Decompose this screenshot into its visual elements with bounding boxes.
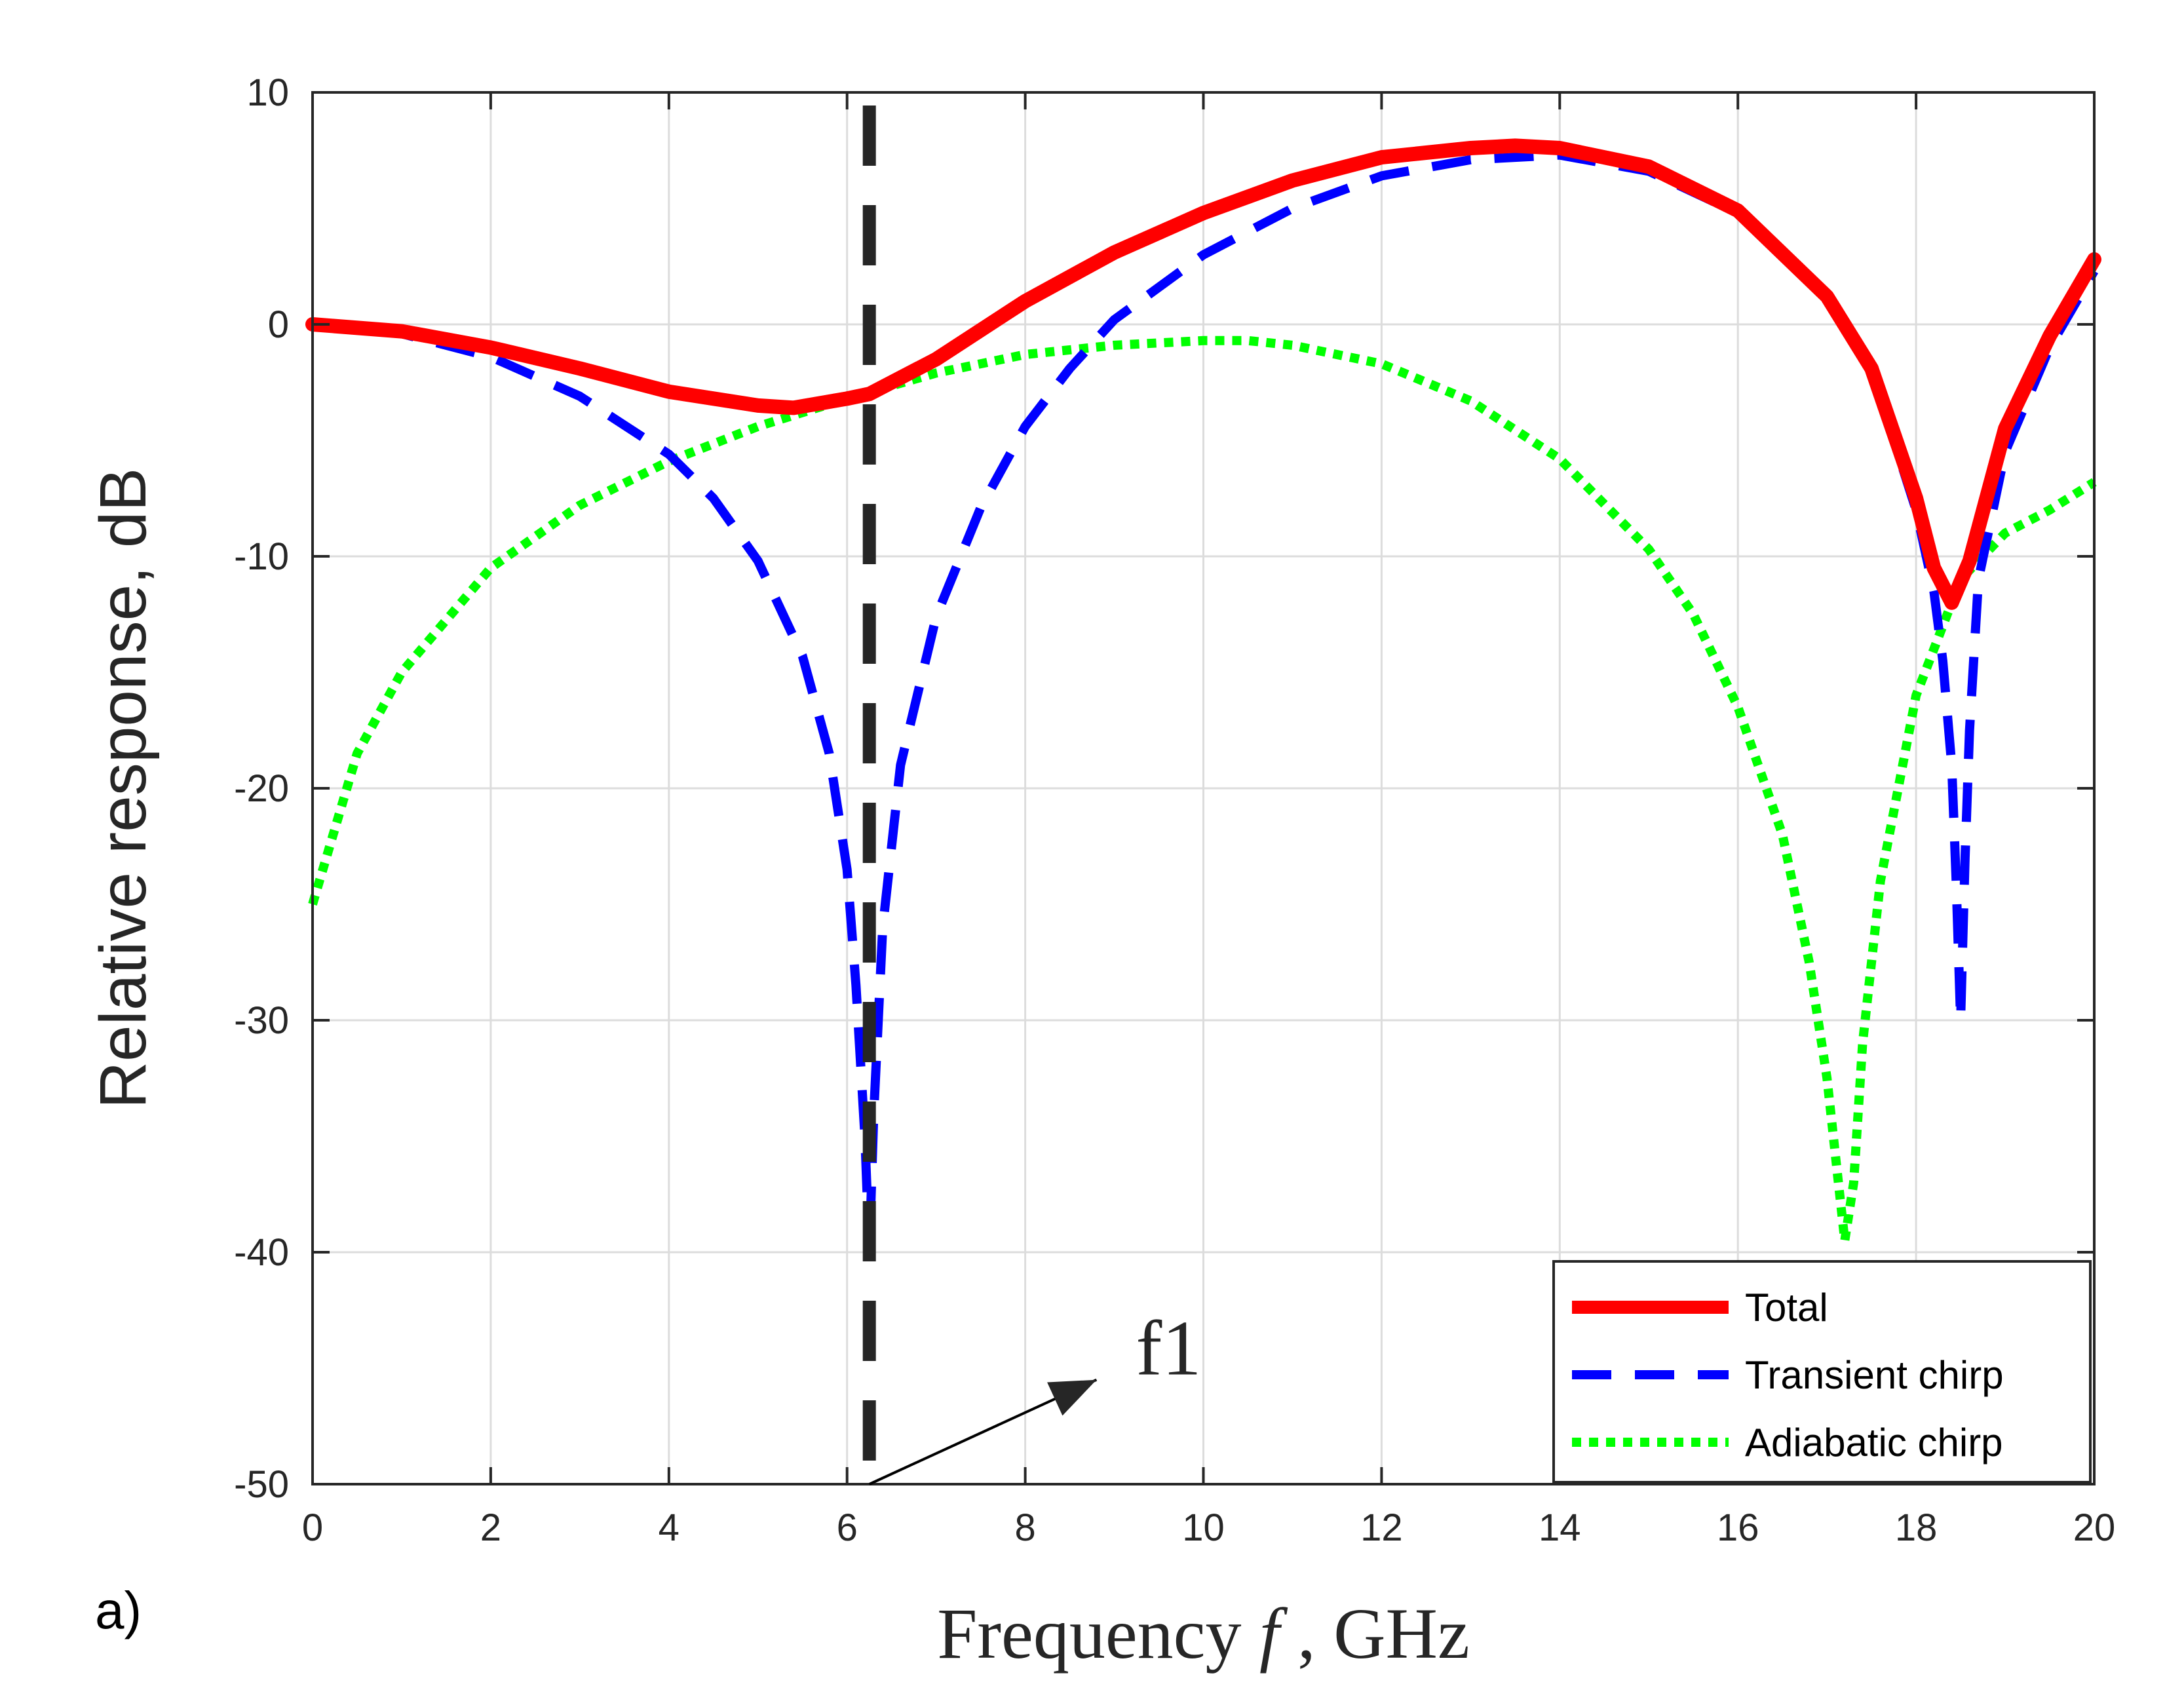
x-tick-label: 10 — [1182, 1506, 1225, 1549]
x-axis-label-variable: f — [1259, 1594, 1288, 1674]
y-axis-label: Relative response, dB — [86, 468, 160, 1109]
legend-label-total: Total — [1745, 1286, 1828, 1330]
x-tick-label: 12 — [1360, 1506, 1403, 1549]
x-tick-label: 6 — [837, 1506, 858, 1549]
y-tick-label: -50 — [234, 1463, 289, 1506]
annotation-group: f1 — [868, 1305, 1201, 1485]
x-axis-label-text: Frequency — [937, 1594, 1241, 1674]
y-tick-label: -30 — [234, 999, 289, 1042]
x-tick-label: 4 — [659, 1506, 680, 1549]
x-axis-label: Frequency f , GHz — [937, 1594, 1470, 1674]
x-tick-label: 16 — [1717, 1506, 1759, 1549]
y-tick-label: -20 — [234, 767, 289, 810]
x-axis-label-unit: , GHz — [1297, 1594, 1470, 1674]
series-line-transient-chirp — [312, 150, 2099, 1257]
y-tick-label: -10 — [234, 535, 289, 578]
y-tick-label: 10 — [246, 71, 289, 114]
x-tick-label: 20 — [2073, 1506, 2116, 1549]
series-group — [305, 138, 2101, 1257]
y-tick-label: 0 — [268, 303, 289, 346]
series-line-total — [305, 138, 2101, 610]
panel-label: a) — [95, 1581, 142, 1639]
x-tick-label: 18 — [1895, 1506, 1938, 1549]
x-tick-label: 0 — [302, 1506, 323, 1549]
annotation-label-f1: f1 — [1136, 1305, 1201, 1392]
x-tick-label: 14 — [1539, 1506, 1581, 1549]
y-tick-label: -40 — [234, 1231, 289, 1274]
annotation-arrow-head — [1047, 1379, 1097, 1416]
legend-label-adiabatic-chirp: Adiabatic chirp — [1745, 1421, 2003, 1465]
ticks-group: 0 2 4 6 8 10 12 14 16 18 20 10 0 -10 -20 -30 -40 -50 — [234, 71, 2115, 1549]
legend: Total Transient chirp Adiabatic chirp — [1552, 1260, 2092, 1484]
legend-label-transient-chirp: Transient chirp — [1745, 1353, 2004, 1397]
x-tick-label: 8 — [1014, 1506, 1035, 1549]
x-tick-label: 2 — [480, 1506, 501, 1549]
